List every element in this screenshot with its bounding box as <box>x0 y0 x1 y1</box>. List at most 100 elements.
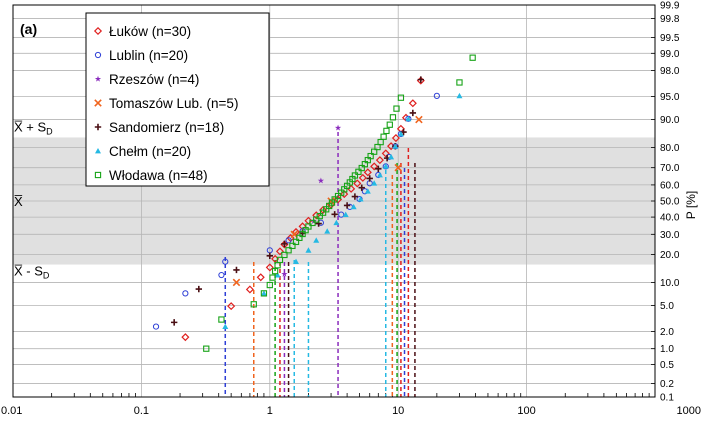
percentile-lines-layer <box>224 132 416 397</box>
data-point <box>260 290 268 297</box>
y-tick-label: 98.0 <box>660 66 680 77</box>
data-point <box>367 152 374 160</box>
data-point <box>333 219 340 226</box>
legend-marker <box>94 75 102 82</box>
data-point <box>380 133 387 140</box>
legend-label: Tomaszów Lub. (n=5) <box>109 96 238 111</box>
y-tick-label: 0.2 <box>660 379 674 390</box>
data-point <box>371 148 378 155</box>
y-tick-label: 0.1 <box>660 393 674 404</box>
data-point <box>386 121 393 128</box>
data-point <box>366 175 373 182</box>
data-point <box>381 149 390 158</box>
data-point <box>218 316 225 323</box>
data-point <box>391 134 400 143</box>
data-point <box>181 333 190 342</box>
data-point <box>203 345 210 352</box>
stat-label-subscript: D <box>43 271 50 281</box>
data-point <box>218 271 225 279</box>
data-point <box>375 156 384 165</box>
data-point <box>256 273 265 282</box>
data-point <box>355 168 362 175</box>
y-tick-label: 1.0 <box>660 344 674 355</box>
legend-label: Chełm (n=20) <box>109 144 191 159</box>
data-point <box>313 216 320 223</box>
data-point <box>232 278 241 287</box>
y-tick-label: 99.5 <box>660 33 680 44</box>
x-tick-labels: 0.01 0.1 1 10 100 1000 <box>1 405 701 417</box>
legend-marker <box>94 123 102 131</box>
data-point <box>317 177 325 184</box>
data-point <box>289 242 296 250</box>
y-tick-label: 2.0 <box>660 327 674 338</box>
y-tick-label: 99.0 <box>660 49 680 60</box>
data-point <box>152 323 160 330</box>
data-point <box>392 143 399 149</box>
data-point <box>351 172 359 179</box>
data-point <box>415 115 423 124</box>
legend-item: Rzeszów (n=4) <box>94 72 199 87</box>
y-tick-label: 40.0 <box>660 213 680 224</box>
data-point <box>182 290 189 297</box>
legend-marker <box>95 148 101 154</box>
x-tick-label: 1 <box>267 405 273 417</box>
legend-marker <box>94 51 102 59</box>
data-point <box>334 124 342 131</box>
x-tick-label: 0.1 <box>134 405 149 417</box>
data-point <box>274 272 281 278</box>
y-tick-label: 99.9 <box>660 1 680 12</box>
data-point <box>456 79 463 86</box>
legend-box <box>85 12 270 187</box>
legend-label: Łuków (n=30) <box>109 24 191 39</box>
legend-item: Włodawa (n=48) <box>94 168 208 183</box>
data-point <box>222 258 229 265</box>
data-point <box>433 92 440 99</box>
y-axis-label: P [%] <box>684 191 698 219</box>
data-point <box>292 238 300 246</box>
data-point <box>222 323 229 329</box>
data-point <box>405 115 412 122</box>
legend: Łuków (n=30) Lublin (n=20) Rzeszów (n=4) To… <box>85 12 270 187</box>
data-point <box>271 267 279 275</box>
panel-label: (a) <box>20 21 37 37</box>
data-point <box>293 258 300 265</box>
y-tick-label: 20.0 <box>660 250 680 261</box>
legend-item: Lublin (n=20) <box>94 48 188 63</box>
data-point <box>334 192 342 200</box>
data-point <box>456 92 463 99</box>
data-point <box>250 301 257 308</box>
data-point <box>170 319 178 326</box>
data-point <box>469 54 476 61</box>
stat-labels: X̅ + SD X̅ X̅ - SD <box>14 119 53 280</box>
data-point <box>319 205 328 214</box>
x-tick-label: 10 <box>392 405 404 417</box>
data-point <box>266 281 273 289</box>
data-point <box>357 196 364 202</box>
data-point <box>296 234 303 241</box>
data-point <box>371 180 378 186</box>
data-point <box>266 252 273 260</box>
data-point <box>394 163 402 172</box>
data-point <box>409 109 417 117</box>
x-tick-label: 0.01 <box>1 405 22 417</box>
data-point <box>397 131 404 137</box>
data-point <box>316 212 323 220</box>
legend-item: Łuków (n=30) <box>93 24 191 39</box>
legend-label: Rzeszów (n=4) <box>109 72 199 87</box>
stat-label-subscript: D <box>46 126 53 136</box>
data-point <box>265 263 274 272</box>
data-point <box>309 219 316 227</box>
stat-label: X̅ <box>14 194 23 209</box>
data-point <box>276 256 284 264</box>
y-tick-label: 95.0 <box>660 92 680 103</box>
data-point <box>389 114 397 121</box>
y-tick-label: 5.0 <box>660 301 674 312</box>
data-point <box>351 193 359 200</box>
y-tick-label: 10.0 <box>660 278 680 289</box>
data-point <box>340 190 349 199</box>
series-triangle <box>222 92 463 329</box>
legend-marker <box>93 26 103 36</box>
y-tick-label: 99.8 <box>660 14 680 25</box>
data-point <box>417 76 425 83</box>
data-point <box>269 274 276 281</box>
